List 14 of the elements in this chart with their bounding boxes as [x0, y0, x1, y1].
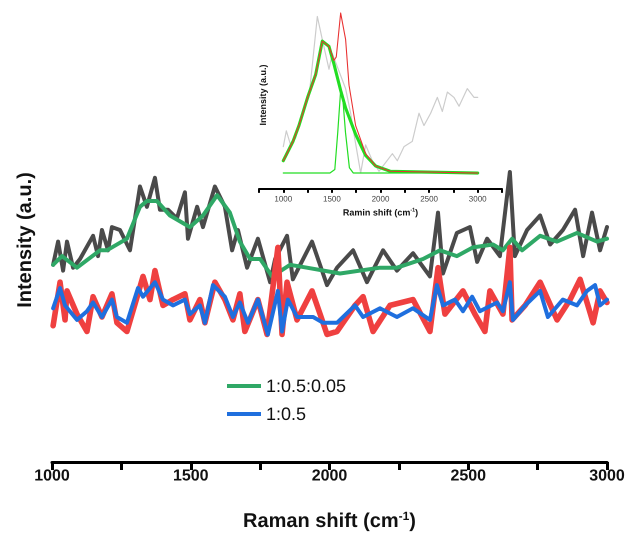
x-tick-label: 3000 — [468, 194, 488, 204]
y-axis-title: Intensity (a.u.) — [258, 64, 268, 126]
legend-label: 1:0.5 — [266, 404, 306, 424]
x-tick-label: 3000 — [589, 468, 625, 484]
x-tick-label: 1000 — [34, 468, 70, 484]
x-tick-label: 1500 — [323, 194, 342, 204]
x-tick-label: 2500 — [420, 194, 439, 204]
y-axis-title: Intensity (a.u.) — [14, 172, 36, 308]
legend-label: 1:0.5:0.05 — [266, 376, 346, 396]
x-tick-label: 1500 — [172, 468, 209, 484]
x-tick-label: 2000 — [312, 468, 348, 484]
x-tick-label: 2500 — [450, 468, 486, 484]
x-tick-label: 1000 — [274, 194, 293, 204]
x-tick-label: 2000 — [372, 194, 390, 204]
